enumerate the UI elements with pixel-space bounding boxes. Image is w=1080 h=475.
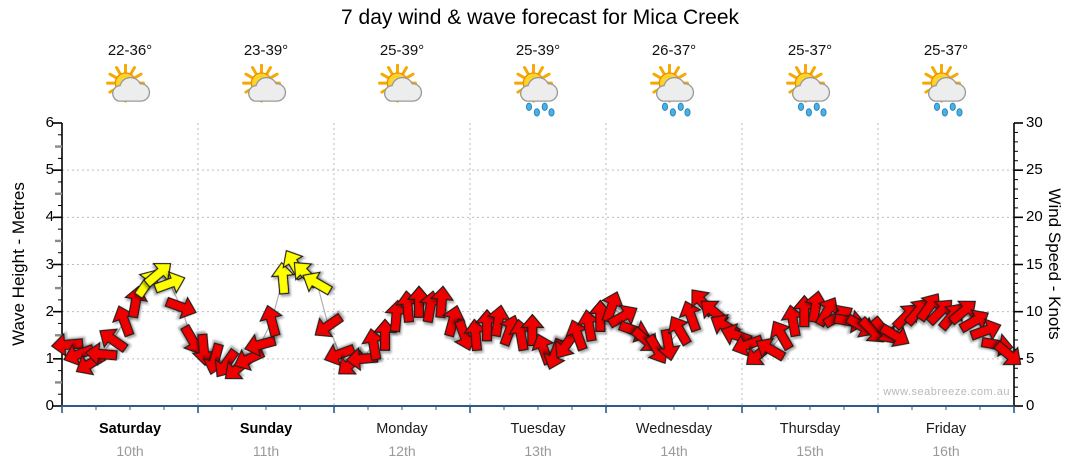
day-date: 13th <box>524 443 552 459</box>
day-date: 11th <box>252 443 280 459</box>
day-label: Tuesday <box>510 421 566 437</box>
wind-arrow <box>656 328 681 362</box>
day-temperature: 25-39° <box>515 42 561 59</box>
wind-arrow <box>993 340 1022 366</box>
day-date: 10th <box>116 443 144 459</box>
right-axis-tick-label: 25 <box>1026 161 1043 179</box>
day-date: 12th <box>388 443 416 459</box>
wind-arrow <box>429 285 455 319</box>
weather-sun-cloud-icon <box>242 64 287 103</box>
wind-arrow <box>84 341 118 367</box>
weather-sun-cloud-icon <box>106 64 151 103</box>
right-axis-tick-label: 30 <box>1026 114 1043 131</box>
wind-arrow-strong <box>270 261 296 295</box>
day-temperature: 26-37° <box>651 42 697 59</box>
weather-sun-cloud-rain-icon <box>650 64 695 117</box>
weather-sun-cloud-rain-icon <box>922 64 967 117</box>
wind-arrow <box>243 333 277 358</box>
left-axis-tick-label: 4 <box>45 208 54 226</box>
wind-arrow <box>50 332 84 358</box>
wind-arrow <box>755 337 787 362</box>
left-axis-tick-label: 1 <box>45 349 54 367</box>
wind-arrow <box>769 320 794 352</box>
watermark: www.seabreeze.com.au <box>883 386 1010 398</box>
left-axis-tick-label: 6 <box>45 114 54 131</box>
wind-arrow <box>606 304 638 329</box>
day-label: Friday <box>925 421 967 437</box>
day-label: Monday <box>376 421 428 437</box>
weather-sun-cloud-icon <box>378 64 423 103</box>
right-axis-tick-label: 0 <box>1026 397 1035 414</box>
weather-sun-cloud-rain-icon <box>514 64 559 117</box>
right-axis-tick-label: 5 <box>1026 349 1035 367</box>
left-axis-tick-label: 5 <box>45 161 54 179</box>
wind-arrow <box>667 315 692 347</box>
wind-arrow <box>678 300 702 333</box>
day-temperature: 25-37° <box>923 42 969 59</box>
wind-arrow-strong <box>302 271 334 296</box>
wind-arrow <box>520 313 545 347</box>
day-temperature: 22-36° <box>107 42 153 59</box>
wind-arrow <box>259 304 283 338</box>
day-date: 15th <box>796 443 824 459</box>
wind-arrow <box>314 312 345 338</box>
right-axis-tick-label: 15 <box>1026 255 1043 273</box>
day-date: 16th <box>932 443 960 459</box>
day-temperature: 23-39° <box>243 42 289 59</box>
day-date: 14th <box>660 443 688 459</box>
day-label: Saturday <box>98 421 162 437</box>
right-axis-tick-label: 10 <box>1026 302 1043 320</box>
wind-arrow <box>164 296 197 320</box>
day-label: Wednesday <box>635 421 713 437</box>
day-temperature: 25-37° <box>787 42 833 59</box>
day-temperature: 25-39° <box>379 42 425 59</box>
wind-arrow <box>878 323 910 348</box>
weather-sun-cloud-rain-icon <box>786 64 831 117</box>
right-axis-tick-label: 20 <box>1026 208 1043 226</box>
left-axis-tick-label: 3 <box>45 255 54 273</box>
day-label: Thursday <box>779 421 841 437</box>
wind-arrow-strong <box>153 270 186 295</box>
wind-arrow <box>99 328 129 354</box>
left-axis-tick-label: 0 <box>45 397 54 414</box>
left-axis-tick-label: 2 <box>45 302 54 320</box>
page-title: 7 day wind & wave forecast for Mica Cree… <box>341 6 739 29</box>
day-label: Sunday <box>239 421 293 437</box>
